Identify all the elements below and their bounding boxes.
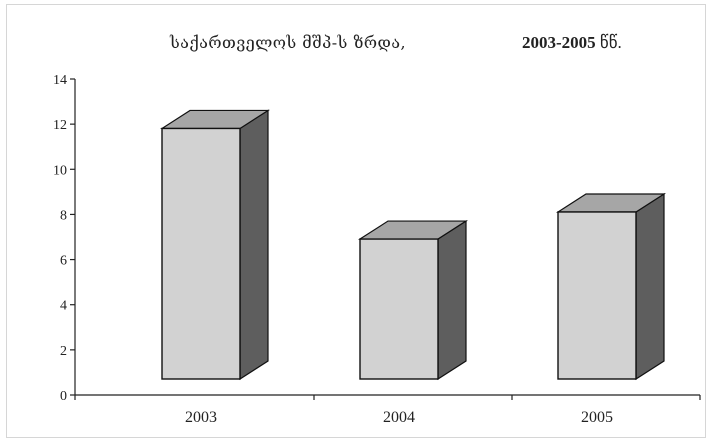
y-tick-label: 4 bbox=[60, 299, 67, 314]
chart-title-years: 2003-2005 წწ. bbox=[522, 33, 622, 53]
y-tick-label: 14 bbox=[53, 73, 67, 88]
y-tick-label: 0 bbox=[60, 389, 67, 404]
chart-title-unit: წწ. bbox=[599, 33, 622, 52]
x-category-label: 2003 bbox=[185, 409, 217, 426]
chart-title: საქართველოს მშპ-ს ზრდა, 2003-2005 წწ. bbox=[170, 33, 690, 57]
y-tick-label: 10 bbox=[53, 163, 67, 178]
y-tick-label: 2 bbox=[60, 344, 67, 359]
x-category-label: 2005 bbox=[581, 409, 613, 426]
chart-title-text: საქართველოს მშპ-ს ზრდა, bbox=[170, 33, 407, 52]
bar-side-face bbox=[239, 109, 269, 381]
y-tick-label: 8 bbox=[60, 208, 67, 223]
bar-front-face bbox=[557, 211, 637, 380]
bar-front-face bbox=[161, 127, 241, 380]
y-tick-label: 6 bbox=[60, 254, 67, 269]
bar-side-face bbox=[635, 192, 665, 381]
bar-front-face bbox=[359, 238, 439, 380]
x-category-label: 2004 bbox=[383, 409, 415, 426]
y-tick-label: 12 bbox=[53, 118, 67, 133]
chart-title-years-range: 2003-2005 bbox=[522, 33, 596, 52]
bar-side-face bbox=[437, 219, 467, 381]
